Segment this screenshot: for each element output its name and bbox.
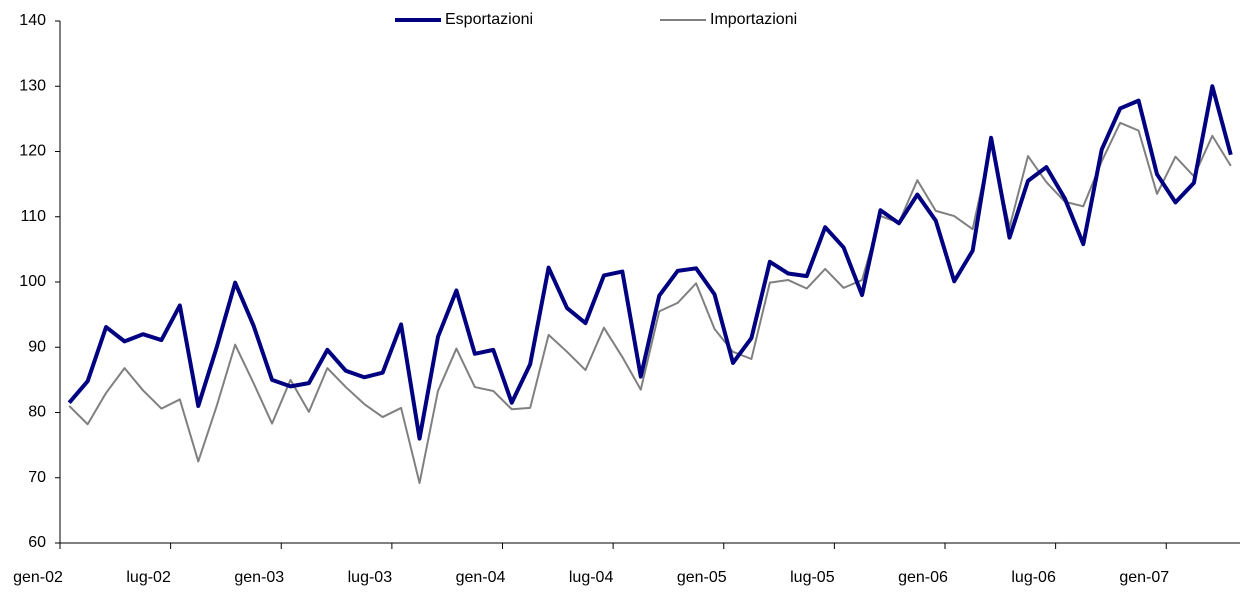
x-tick-label: lug-04 [569, 569, 614, 586]
y-tick-label: 130 [19, 77, 46, 94]
y-tick-label: 120 [19, 143, 46, 160]
series-line [67, 84, 1233, 441]
x-tick-label: gen-07 [1119, 569, 1169, 586]
x-tick-label: lug-02 [126, 569, 171, 586]
x-tick-label: lug-06 [1011, 569, 1056, 586]
y-tick-label: 60 [28, 534, 46, 551]
x-tick-label: gen-03 [234, 569, 284, 586]
x-tick-label: gen-02 [13, 569, 63, 586]
y-tick-label: 80 [28, 404, 46, 421]
legend-label: Importazioni [710, 11, 797, 28]
legend-label: Esportazioni [445, 11, 533, 28]
y-tick-label: 70 [28, 469, 46, 486]
y-tick-label: 140 [19, 12, 46, 29]
x-tick-label: lug-05 [790, 569, 835, 586]
y-tick-label: 100 [19, 273, 46, 290]
y-tick-label: 90 [28, 338, 46, 355]
x-tick-label: gen-04 [456, 569, 506, 586]
series-line [68, 121, 1232, 484]
x-tick-label: gen-05 [677, 569, 727, 586]
x-tick-label: lug-03 [348, 569, 393, 586]
x-tick-label: gen-06 [898, 569, 948, 586]
y-tick-label: 110 [20, 208, 46, 225]
